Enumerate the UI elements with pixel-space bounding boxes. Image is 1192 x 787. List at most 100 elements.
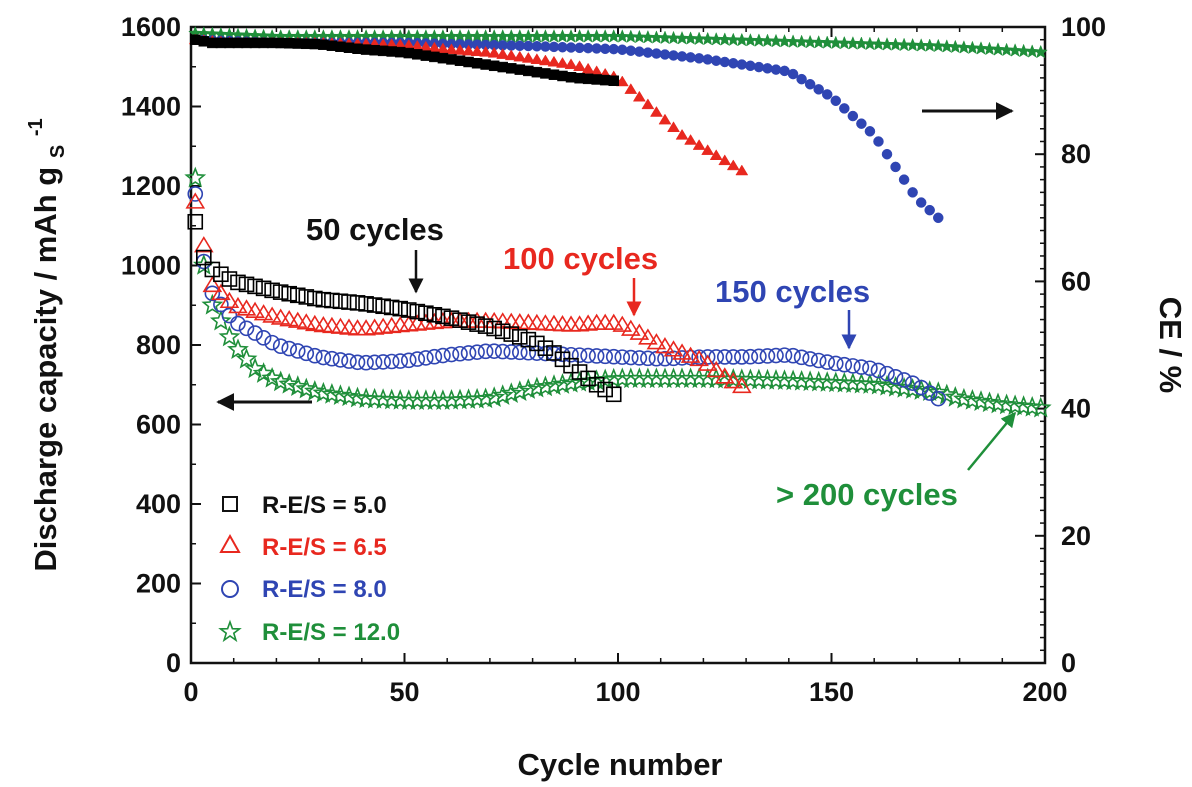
capacity-point: [289, 287, 306, 304]
capacity-point: [341, 353, 357, 369]
capacity-point: [452, 312, 468, 328]
capacity-point: [477, 343, 494, 360]
ce-point: [907, 187, 918, 198]
capacity-point: [603, 313, 624, 330]
capacity-point: [580, 347, 596, 364]
capacity-point: [332, 293, 349, 310]
capacity-point: [672, 343, 692, 360]
capacity-point: [768, 347, 784, 364]
ce-point: [796, 73, 807, 85]
y-right-tick-label: 40: [1061, 394, 1091, 424]
y-right-tick-label: 80: [1061, 139, 1091, 169]
capacity-point: [279, 310, 300, 327]
capacity-point: [494, 343, 511, 360]
series-layer: [184, 25, 1052, 418]
ce-point: [873, 136, 884, 147]
capacity-point: [474, 387, 497, 409]
capacity-point: [529, 345, 545, 361]
capacity-point: [426, 306, 443, 323]
capacity-point: [204, 285, 221, 302]
capacity-point: [235, 347, 258, 369]
capacity-point: [563, 346, 579, 363]
capacity-point: [262, 306, 282, 323]
capacity-point: [776, 347, 793, 363]
capacity-point: [255, 330, 272, 346]
ce-point: [453, 44, 467, 55]
capacity-point: [184, 166, 207, 188]
capacity-point: [699, 349, 716, 365]
capacity-point: [185, 192, 206, 209]
capacity-point: [486, 343, 502, 359]
ce-point: [445, 43, 458, 55]
capacity-point: [520, 331, 537, 348]
capacity-point: [349, 295, 366, 311]
capacity-point: [930, 390, 947, 407]
capacity-point: [734, 349, 750, 365]
capacity-point: [298, 289, 315, 305]
capacity-point: [255, 280, 272, 297]
ce-point: [632, 90, 646, 102]
ce-point: [615, 75, 629, 87]
capacity-point: [296, 313, 317, 330]
capacity-point: [527, 313, 547, 331]
capacity-point: [896, 372, 912, 388]
ce-point: [1016, 43, 1031, 58]
capacity-point: [209, 309, 232, 331]
capacity-point: [264, 334, 280, 351]
ce-point: [839, 103, 850, 114]
ce-point: [658, 113, 672, 125]
capacity-point: [281, 285, 298, 302]
capacity-point: [802, 351, 818, 367]
ce-point: [735, 164, 749, 176]
y-left-tick-label: 0: [166, 648, 181, 678]
capacity-point: [332, 352, 349, 368]
annotation-200-cycles: > 200 cycles: [776, 477, 958, 512]
ce-point: [641, 98, 655, 110]
ce-point: [973, 41, 989, 55]
capacity-point: [213, 296, 229, 313]
capacity-point: [307, 290, 323, 307]
capacity-point: [561, 315, 581, 332]
capacity-point: [836, 356, 853, 373]
ce-point: [709, 149, 723, 160]
capacity-point: [469, 316, 485, 332]
capacity-point: [238, 320, 255, 337]
capacity-point: [281, 340, 298, 357]
x-axis-title: Cycle number: [517, 747, 722, 782]
ce-point: [684, 134, 698, 145]
capacity-point: [253, 304, 274, 321]
x-tick-label: 200: [1022, 677, 1067, 707]
ce-point: [821, 89, 833, 100]
capacity-point: [560, 371, 582, 393]
y-left-tick-label: 1600: [121, 12, 181, 42]
capacity-point: [196, 249, 212, 266]
ce-point: [547, 55, 561, 67]
legend-marker-circle: [221, 580, 239, 598]
legend-label-12-0: R-E/S = 12.0: [262, 619, 400, 646]
capacity-point: [244, 357, 266, 379]
ce-point: [939, 39, 954, 53]
ce-point: [556, 57, 569, 68]
capacity-point: [287, 311, 308, 328]
annotation-200-cycles-arrow: [967, 411, 1016, 471]
capacity-point: [605, 348, 622, 365]
ce-point: [999, 42, 1014, 57]
capacity-point: [236, 299, 257, 316]
capacity-point: [264, 282, 280, 299]
capacity-point: [272, 338, 289, 354]
ce-point: [787, 68, 799, 80]
capacity-point: [913, 379, 929, 396]
ce-point: [965, 40, 980, 55]
y-right-axis-title: CE / %: [1153, 297, 1188, 393]
capacity-point: [484, 311, 504, 329]
capacity-point: [366, 297, 383, 313]
y-right-tick-label: 60: [1061, 266, 1091, 296]
capacity-point: [204, 261, 221, 278]
capacity-point: [819, 354, 836, 370]
plot-frame: [189, 25, 1047, 665]
capacity-point: [870, 362, 887, 379]
capacity-point: [544, 314, 564, 331]
ce-point: [864, 126, 876, 137]
capacity-point: [221, 307, 238, 324]
capacity-point: [543, 374, 565, 396]
